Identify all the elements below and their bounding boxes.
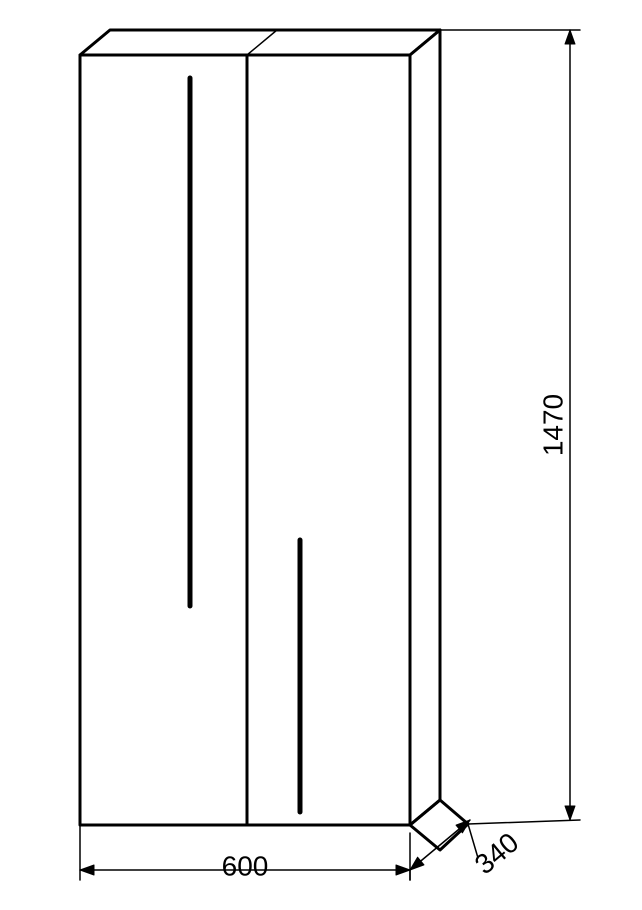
dimension-depth: 340	[469, 827, 525, 881]
cabinet	[80, 30, 468, 850]
dimension-height: 1470	[537, 394, 568, 456]
dimension-width: 600	[222, 850, 269, 881]
technical-drawing: 600 340 1470	[0, 0, 642, 910]
